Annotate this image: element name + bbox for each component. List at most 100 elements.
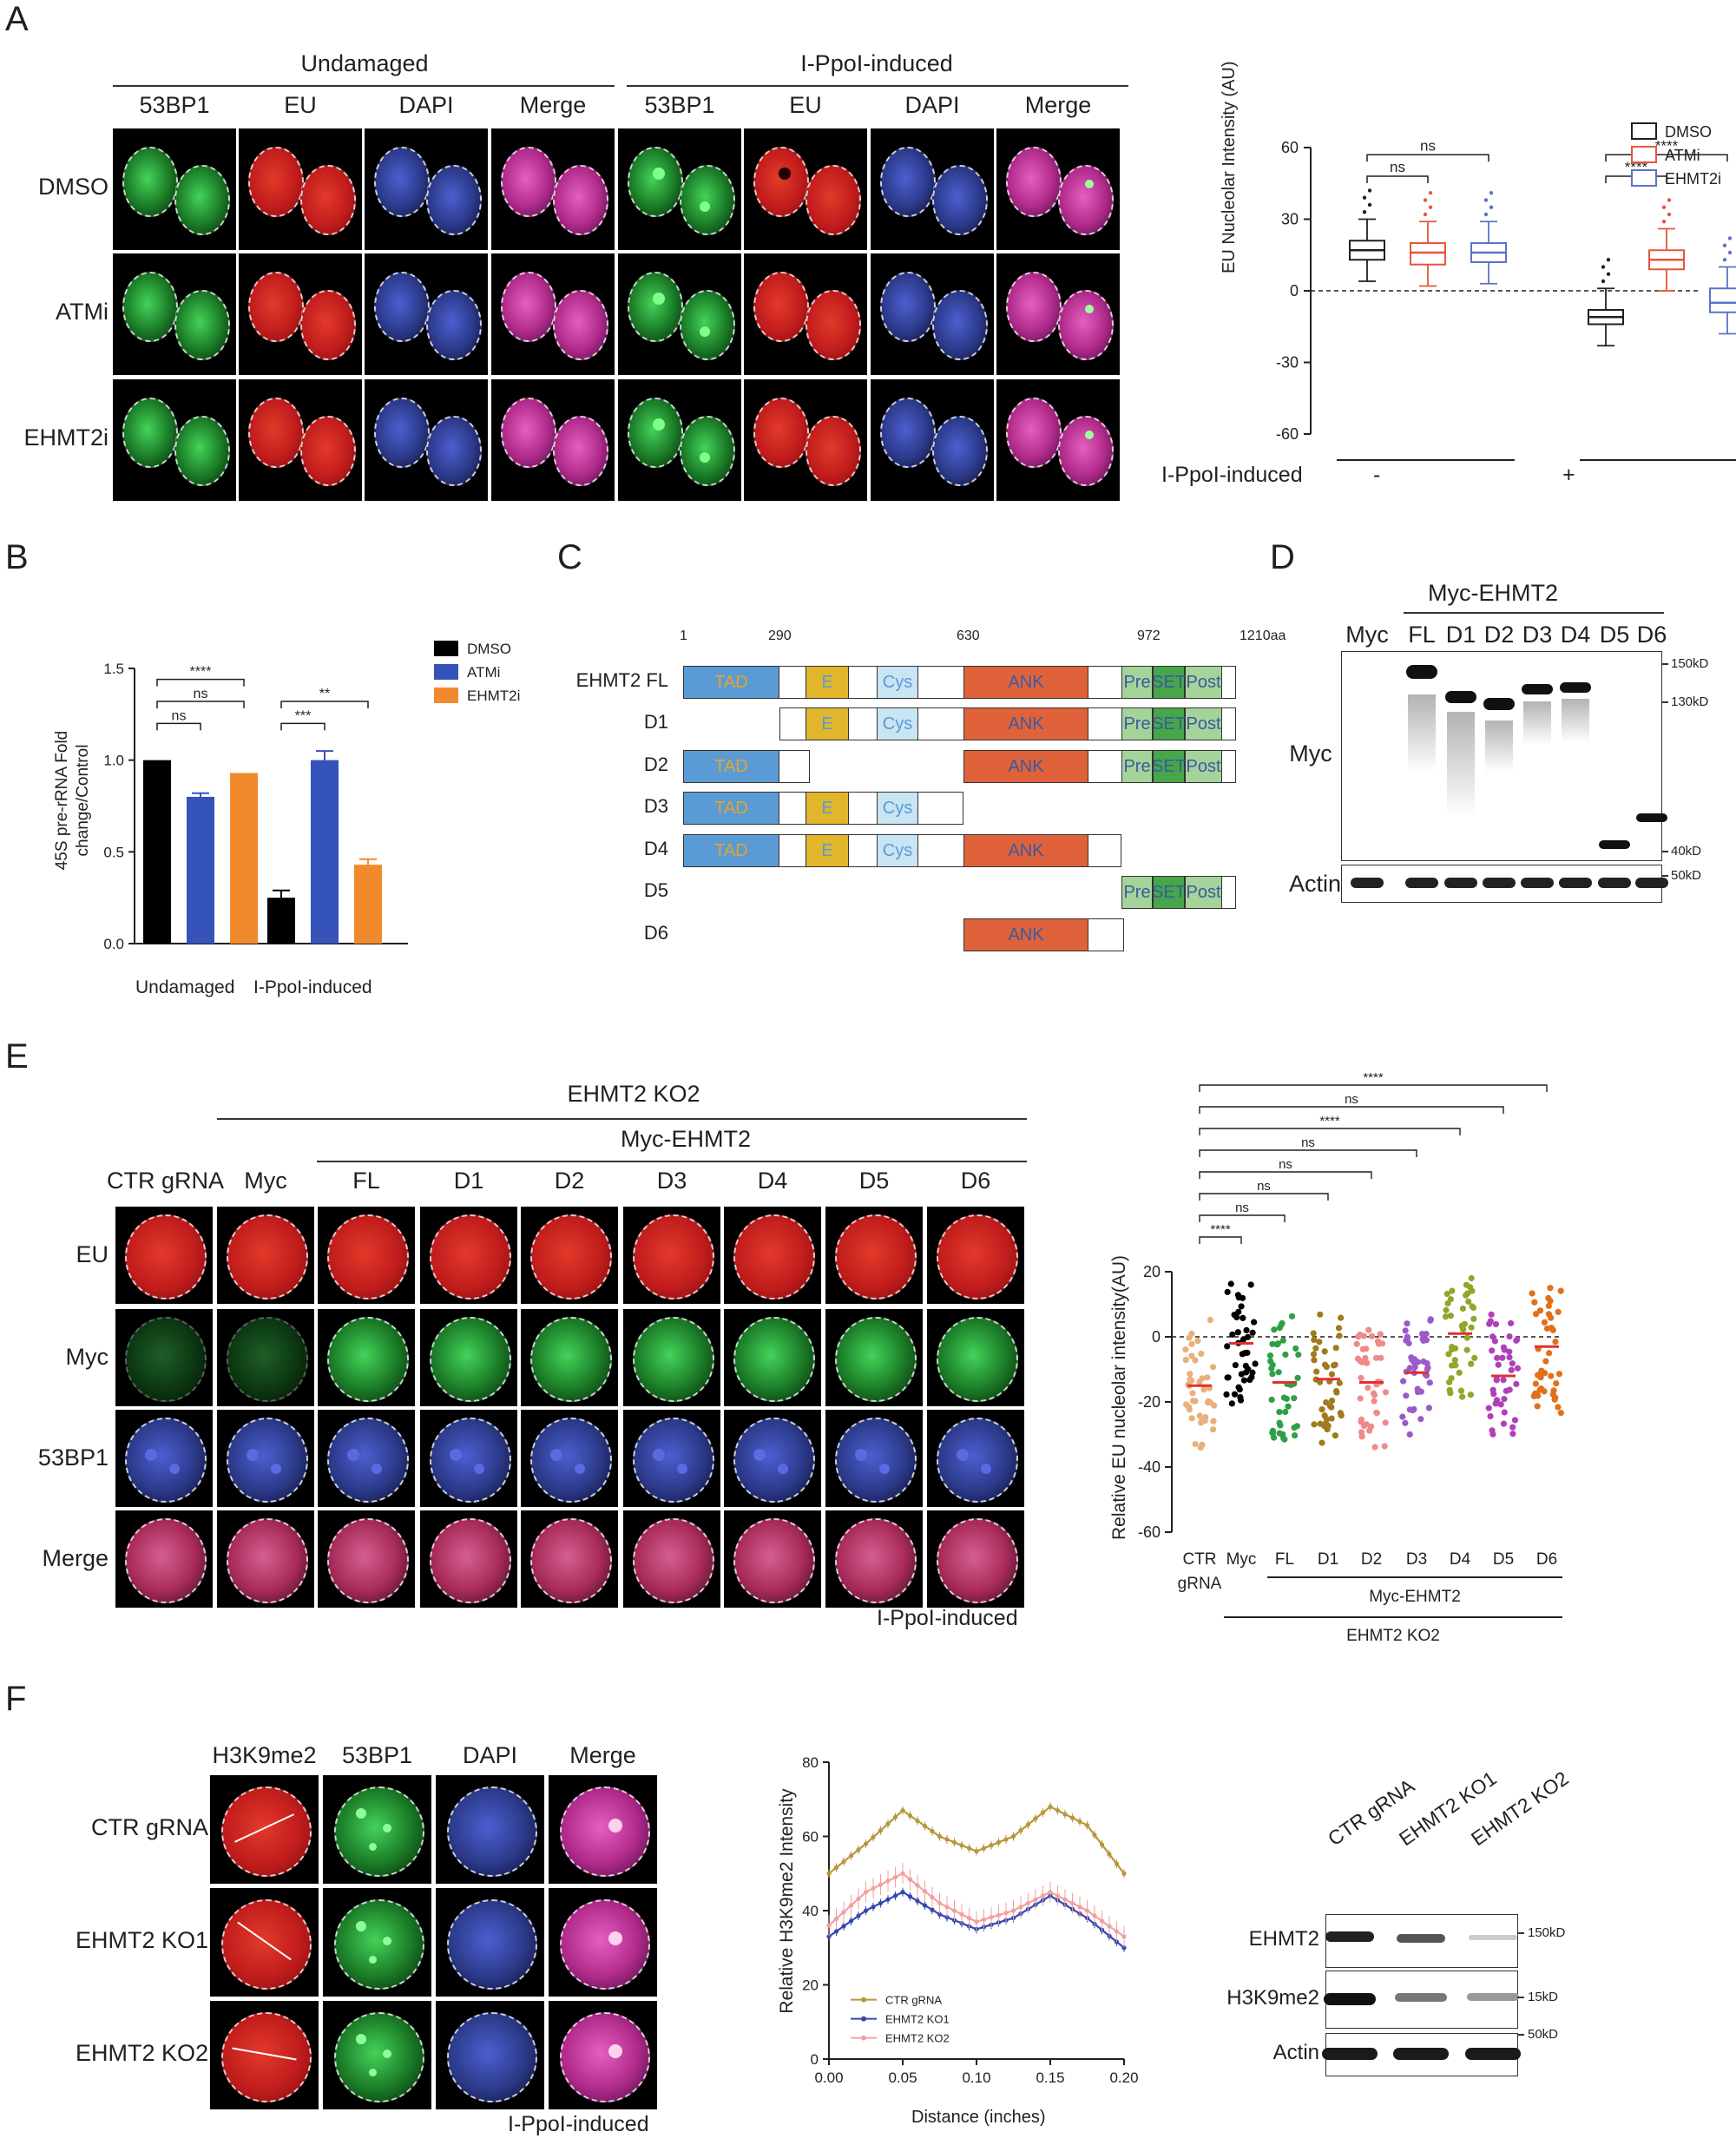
group-line-ippol	[627, 85, 1128, 87]
c-row-label: D6	[643, 922, 668, 944]
f-chart-xlabel: Distance (inches)	[911, 2108, 1046, 2127]
d-actin-band	[1598, 878, 1631, 888]
d-band	[1599, 840, 1630, 849]
e-sig-label: ns	[1235, 1201, 1249, 1215]
c-domain-e: E	[806, 834, 849, 867]
b-ytick: 1.0	[103, 753, 124, 769]
b-legend-swatch	[434, 641, 458, 656]
e-scatter-group	[1442, 1274, 1478, 1400]
b-bar	[354, 865, 382, 944]
e-xtick: D4	[1450, 1550, 1471, 1569]
e-group1-label: Myc-EHMT2	[1369, 1588, 1461, 1606]
d-marker-tick	[1661, 701, 1668, 703]
e-column-label: FL	[352, 1168, 380, 1194]
d-band-smear	[1447, 712, 1475, 816]
d-marker-label: 130kD	[1671, 694, 1709, 709]
f-legend-label: CTR gRNA	[885, 1994, 942, 2007]
e-xtick: Myc	[1226, 1550, 1257, 1569]
f-ytick: 80	[802, 1754, 819, 1771]
a-ytick: 60	[1281, 139, 1299, 156]
e-xtick: D1	[1318, 1550, 1338, 1569]
f-marker-label: 150kD	[1528, 1925, 1566, 1940]
b-legend-label: ATMi	[467, 664, 500, 681]
e-micrograph	[623, 1309, 720, 1406]
b-sig-label: ***	[295, 708, 312, 723]
d-marker-tick	[1661, 663, 1668, 665]
b-bar	[267, 898, 295, 944]
a-micrograph	[871, 379, 994, 501]
a-sig-label: ns	[1390, 159, 1405, 175]
c-position-label: 972	[1137, 628, 1161, 643]
c-domain-ank: ANK	[963, 918, 1088, 951]
e-row-label: Myc	[65, 1344, 109, 1370]
panel-label-d: D	[1270, 538, 1295, 576]
f-band-ehmt2	[1469, 1935, 1517, 1940]
a-legend-swatch	[1631, 169, 1657, 187]
e-micrograph	[724, 1309, 821, 1406]
c-domain-ank: ANK	[963, 834, 1088, 867]
a-micrograph	[996, 379, 1120, 501]
e-micrograph	[927, 1410, 1024, 1507]
e-micrograph	[927, 1207, 1024, 1304]
c-domain-pre: Pre	[1121, 707, 1153, 740]
d-lane-label: D2	[1483, 622, 1515, 648]
b-bar	[143, 760, 171, 944]
a-micrograph	[113, 379, 236, 501]
e-ytick: -60	[1138, 1523, 1161, 1541]
a-micrograph	[744, 379, 867, 501]
e-column-label: D2	[554, 1168, 585, 1194]
c-domain-pre: Pre	[1121, 750, 1153, 783]
f-series-line	[826, 1802, 1127, 1879]
e-line-ko	[217, 1118, 1027, 1120]
e-scatter-group	[1223, 1280, 1259, 1407]
e-sig-label: ns	[1345, 1092, 1358, 1107]
f-channel-label: Merge	[569, 1742, 636, 1768]
a-chart-group-plus: +	[1562, 463, 1575, 487]
b-legend-swatch	[434, 664, 458, 680]
e-micrograph	[927, 1309, 1024, 1406]
e-sig-label: ns	[1301, 1135, 1315, 1150]
f-micrograph	[323, 1775, 431, 1884]
b-sig-label: ****	[190, 665, 212, 680]
f-channel-label: DAPI	[462, 1742, 518, 1768]
a-sig-label: ****	[1655, 137, 1679, 154]
b-group-ippol: I-PpoI-induced	[253, 977, 372, 997]
e-ytick: -20	[1138, 1393, 1161, 1411]
d-marker-label: 150kD	[1671, 656, 1709, 671]
f-micrograph	[323, 1888, 431, 1997]
e-scatter-group	[1310, 1311, 1345, 1446]
e-column-label: D6	[960, 1168, 991, 1194]
c-domain-e: E	[806, 666, 849, 699]
f-micrograph	[436, 1775, 544, 1884]
c-row-label: D4	[643, 838, 668, 859]
e-sig-label: ns	[1257, 1179, 1271, 1194]
d-lane-label: Myc	[1345, 622, 1389, 648]
e-ytick: 0	[1152, 1328, 1161, 1346]
b-sig-bracket	[156, 701, 245, 709]
e-micrograph	[217, 1309, 314, 1406]
e-header-ko: EHMT2 KO2	[567, 1081, 700, 1107]
f-marker-label: 15kD	[1528, 1990, 1559, 2004]
d-actin-band	[1351, 878, 1384, 888]
b-legend-label: EHMT2i	[467, 688, 520, 704]
a-legend-swatch	[1631, 146, 1657, 163]
c-domain-set: SET	[1152, 707, 1186, 740]
e-row-label: 53BP1	[37, 1444, 108, 1471]
a-ytick: 0	[1290, 282, 1299, 299]
e-footer: I-PpoI-induced	[877, 1606, 1018, 1630]
e-chart-ylabel: Relative EU nucleolar intensity(AU)	[1109, 1255, 1129, 1540]
d-marker-label: 50kD	[1671, 868, 1702, 883]
a-micrograph	[871, 253, 994, 375]
d-actin-band	[1521, 878, 1554, 888]
c-row-label: EHMT2 FL	[575, 669, 668, 691]
f-micrograph	[210, 1888, 319, 1997]
f-legend-label: EHMT2 KO2	[885, 2032, 950, 2045]
a-sig-bracket	[1605, 154, 1728, 162]
f-xtick: 0.05	[888, 2069, 917, 2086]
b-chart-ylabel: 45S pre-rRNA Fold change/Control	[53, 730, 92, 871]
b-legend-swatch	[434, 688, 458, 703]
d-header: Myc-EHMT2	[1428, 580, 1558, 606]
a-micrograph	[239, 253, 362, 375]
d-marker-tick	[1661, 851, 1668, 852]
